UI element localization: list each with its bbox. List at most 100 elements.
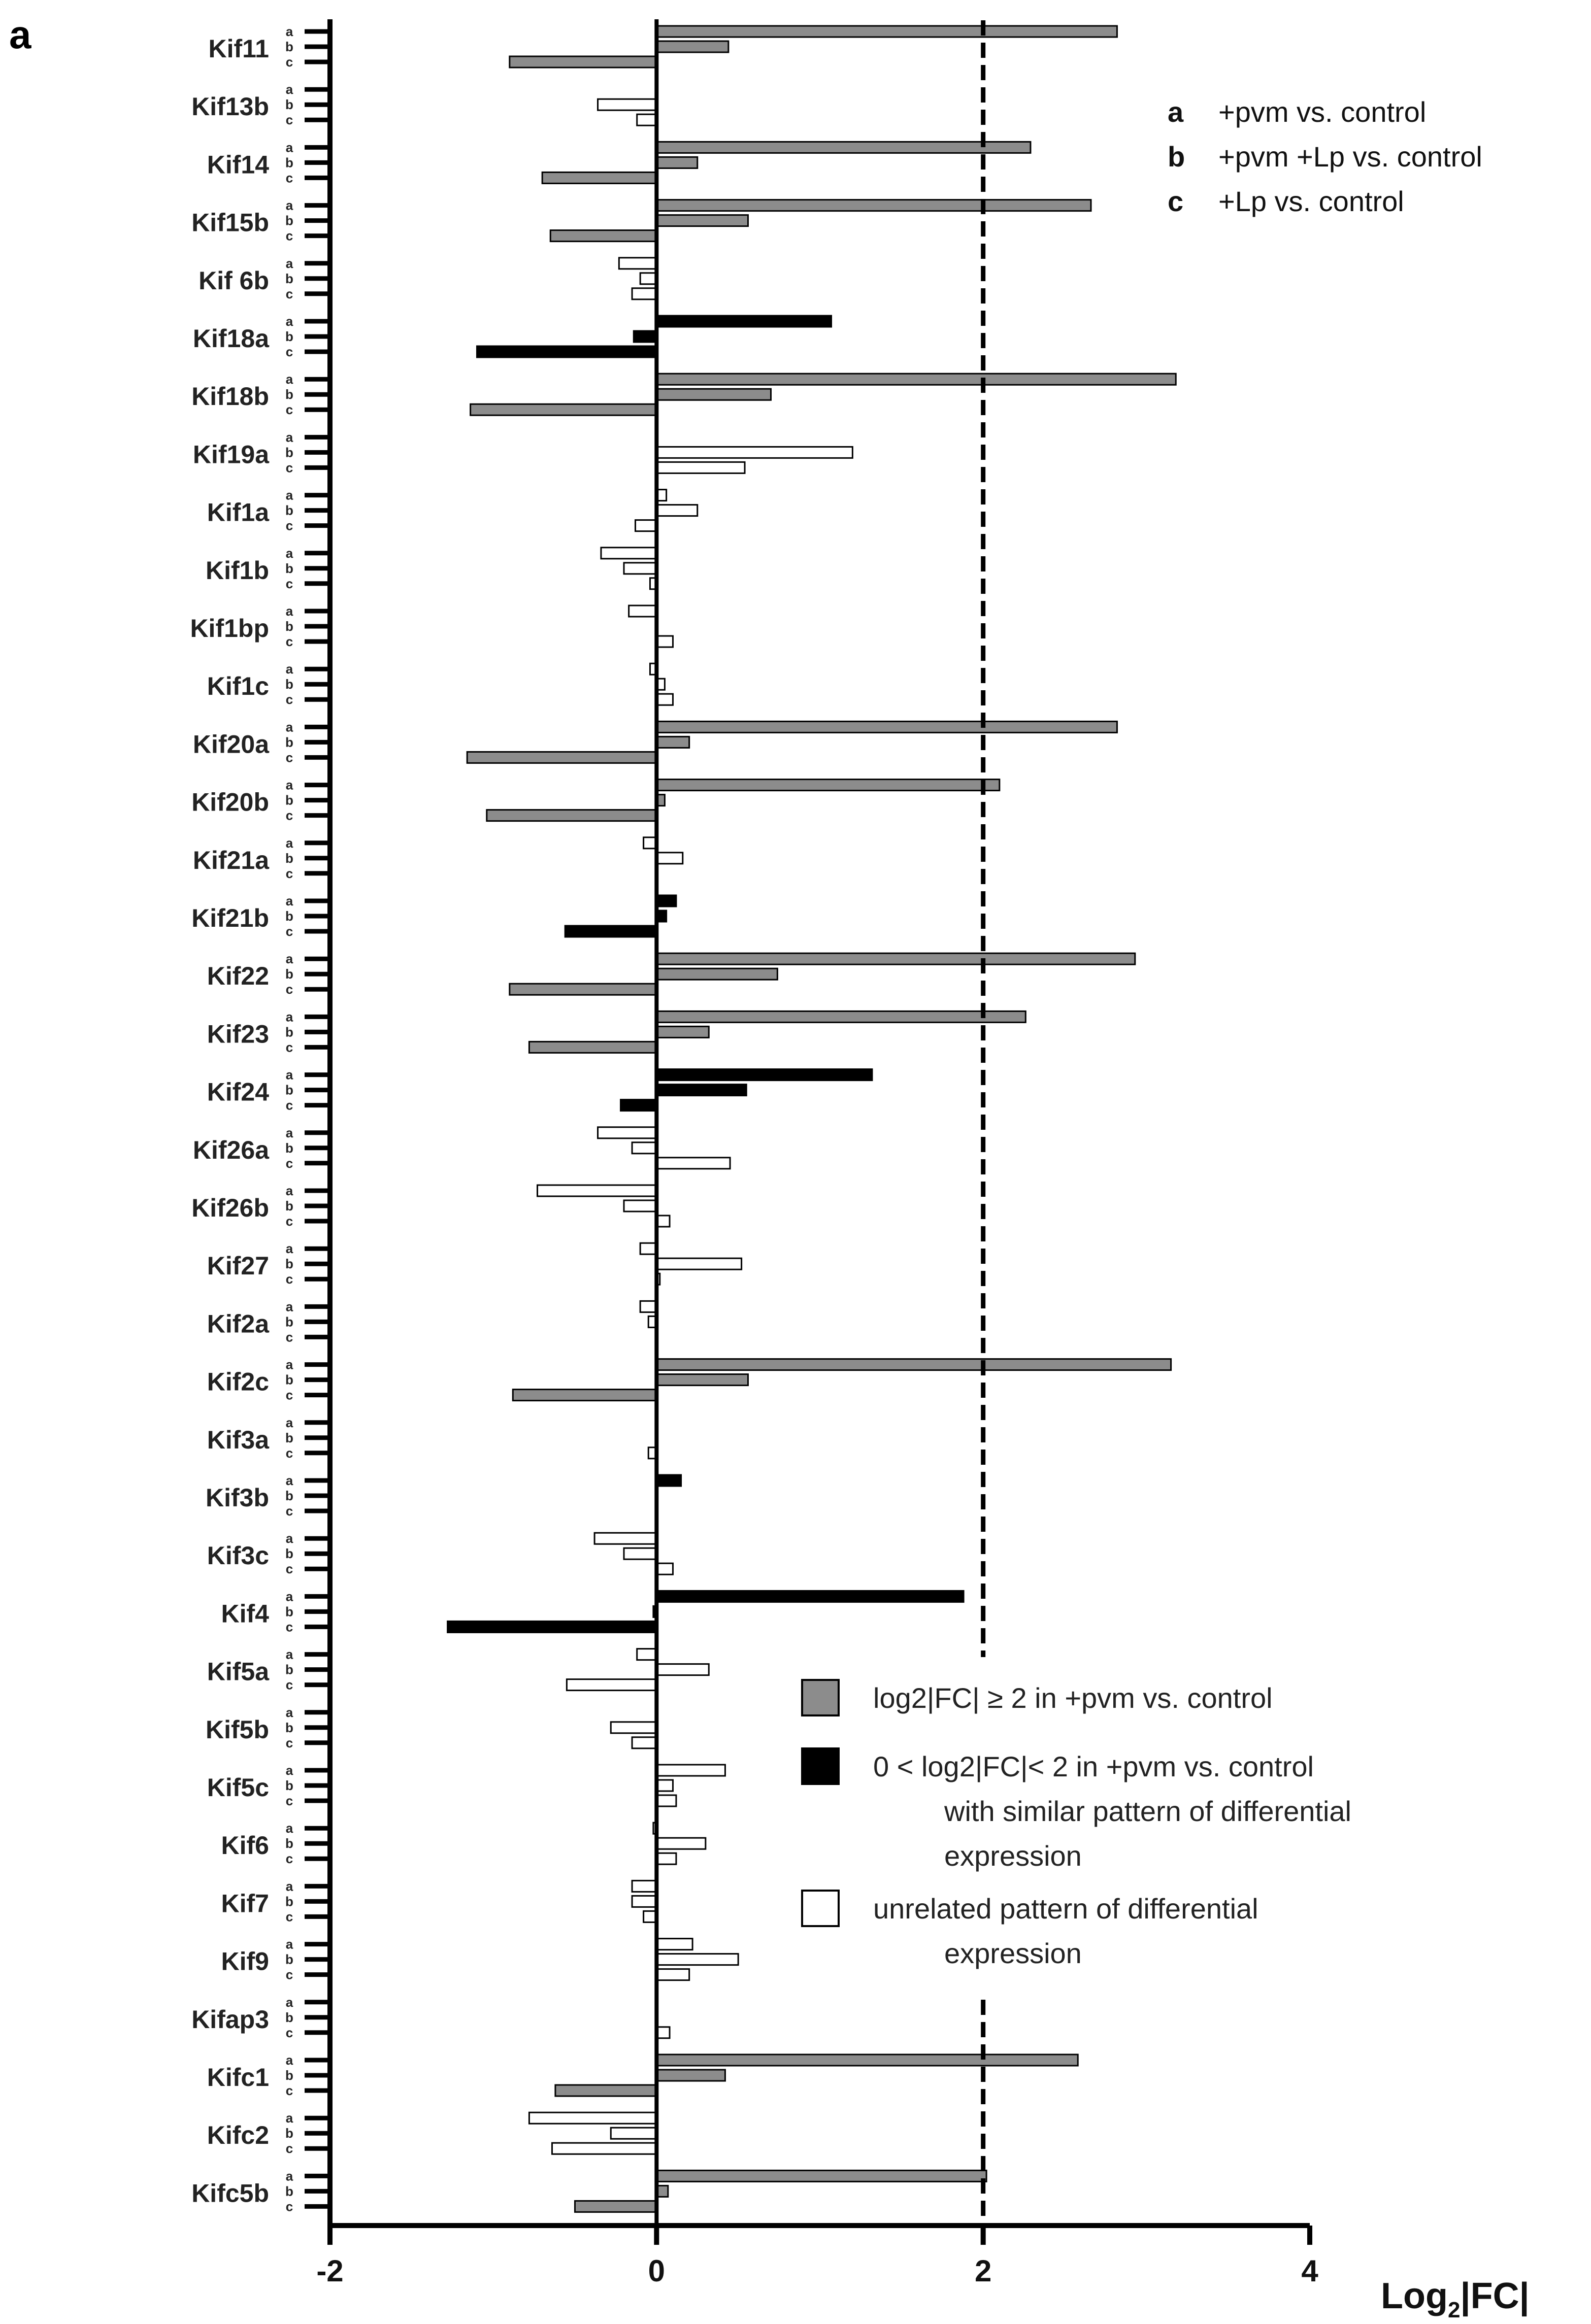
sub-label: a	[286, 1415, 293, 1430]
gene-label: Kifc1	[207, 2063, 269, 2092]
bar	[509, 55, 657, 69]
bar	[655, 1474, 682, 1487]
sub-label: c	[286, 1388, 293, 1403]
gene-label: Kif26a	[193, 1136, 270, 1164]
bar	[597, 1126, 657, 1139]
bar	[631, 1141, 657, 1155]
x-tick-label: 4	[1301, 2254, 1318, 2288]
comparison-letter: b	[1168, 141, 1185, 173]
sub-label: c	[286, 1445, 293, 1461]
gene-label: Kifc5b	[191, 2179, 269, 2207]
bar	[655, 852, 684, 865]
gene-label: Kif6	[221, 1831, 269, 1860]
bar	[566, 1678, 657, 1692]
bar	[655, 1663, 710, 1676]
sub-label: b	[285, 445, 293, 460]
sub-label: b	[285, 1546, 293, 1561]
sub-label: c	[286, 170, 293, 185]
gene-label: Kif3c	[207, 1541, 269, 1570]
bar	[528, 2111, 657, 2125]
sub-label: a	[286, 372, 293, 387]
sub-label: a	[286, 1995, 293, 2010]
sub-label: b	[285, 1662, 293, 1677]
gene-label: Kif5b	[206, 1715, 269, 1744]
bar	[655, 315, 833, 328]
sub-label: b	[285, 1083, 293, 1098]
bar	[631, 1895, 657, 1908]
gene-label: Kif9	[221, 1947, 269, 1976]
sub-label: b	[285, 1256, 293, 1271]
sub-label: b	[285, 619, 293, 634]
gene-label: Kif11	[208, 35, 269, 63]
sub-label: b	[285, 2183, 293, 2199]
sub-label: b	[285, 1024, 293, 1039]
sub-label: c	[286, 2083, 293, 2098]
gene-label: Kif13b	[191, 92, 269, 121]
bar	[655, 1590, 965, 1603]
sub-label: a	[286, 1473, 293, 1488]
sub-label: c	[286, 982, 293, 997]
x-axis-label: Log2|FC|	[1381, 2276, 1530, 2322]
bar	[655, 1084, 747, 1097]
bar	[655, 1257, 743, 1270]
panel-label: a	[9, 12, 31, 57]
bar	[549, 229, 657, 243]
bar	[593, 1532, 657, 1545]
bar	[541, 171, 657, 184]
sub-label: c	[286, 2141, 293, 2156]
bar	[447, 1620, 657, 1633]
sub-label: b	[285, 561, 293, 576]
bar	[655, 1373, 749, 1387]
sub-label: c	[286, 1793, 293, 1808]
gene-label: Kif4	[221, 1599, 270, 1628]
bar	[655, 373, 1177, 386]
legend-swatch-white	[801, 1890, 840, 1927]
legend-text-line3: expression	[944, 1840, 1082, 1872]
bar	[476, 345, 657, 358]
sub-label: c	[286, 286, 293, 301]
sub-label: c	[286, 402, 293, 417]
bar	[655, 2053, 1079, 2067]
sub-label: a	[286, 1357, 293, 1372]
sub-label: c	[286, 1329, 293, 1344]
sub-label: b	[285, 1488, 293, 1503]
x-axis-label-sub: 2	[1448, 2298, 1460, 2322]
bar	[655, 1794, 677, 1807]
bar	[655, 735, 690, 749]
sub-label: b	[285, 1778, 293, 1793]
sub-label: b	[285, 213, 293, 228]
bar	[551, 2142, 657, 2155]
bar	[639, 1242, 657, 1255]
sub-label: c	[286, 692, 293, 707]
bar	[655, 2169, 987, 2182]
sub-label: c	[286, 2025, 293, 2040]
bar	[655, 1010, 1026, 1023]
bar	[655, 446, 853, 459]
comparison-letter: c	[1168, 185, 1183, 217]
sub-label: a	[286, 661, 293, 677]
sub-label: b	[285, 1604, 293, 1619]
bar	[655, 1358, 1172, 1371]
bar	[639, 272, 657, 285]
sub-label: c	[286, 808, 293, 823]
bar	[636, 113, 657, 126]
gene-label: Kif1b	[206, 556, 269, 585]
bar	[631, 1736, 657, 1749]
bar	[655, 1953, 739, 1966]
sub-label: a	[286, 1763, 293, 1778]
sub-label: a	[286, 1241, 293, 1256]
sub-label: c	[286, 518, 293, 533]
sub-label: c	[286, 750, 293, 765]
gene-label: Kif24	[207, 1078, 269, 1106]
gene-label: Kif20a	[193, 730, 270, 758]
sub-label: a	[286, 1821, 293, 1836]
sub-label: a	[286, 778, 293, 793]
sub-label: b	[285, 1430, 293, 1445]
sub-label: c	[286, 1271, 293, 1287]
sub-label: b	[285, 271, 293, 286]
legend-text: log2|FC| ≥ 2 in +pvm vs. control	[873, 1682, 1273, 1714]
sub-label: a	[286, 1937, 293, 1952]
sub-label: b	[285, 1720, 293, 1735]
sub-label: a	[286, 603, 293, 619]
bar	[655, 40, 730, 53]
